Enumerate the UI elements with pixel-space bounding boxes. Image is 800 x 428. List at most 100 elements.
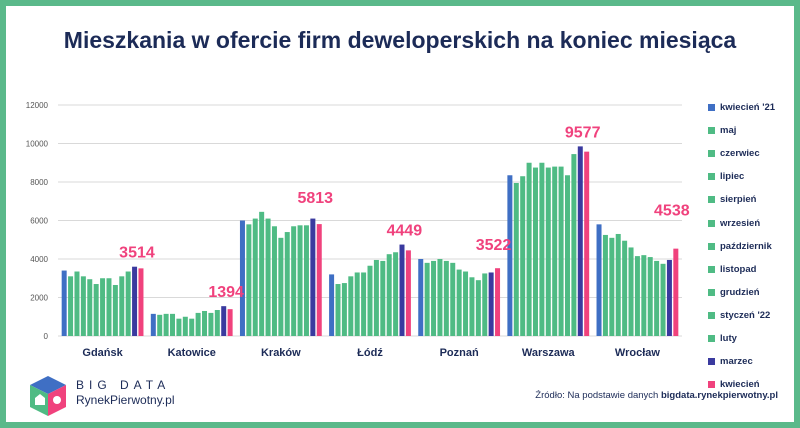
legend-item: luty bbox=[708, 327, 794, 350]
legend-swatch bbox=[708, 358, 715, 366]
bar bbox=[431, 260, 437, 336]
legend-label: lipiec bbox=[720, 171, 745, 183]
bar bbox=[170, 313, 176, 336]
bar bbox=[157, 314, 163, 336]
bar bbox=[641, 255, 647, 336]
bar bbox=[456, 269, 462, 336]
bar bbox=[284, 232, 290, 336]
legend-item: maj bbox=[708, 119, 794, 142]
y-tick-label: 8000 bbox=[30, 178, 48, 187]
legend-item: lipiec bbox=[708, 165, 794, 188]
legend-label: styczeń '22 bbox=[720, 309, 771, 321]
bar bbox=[488, 272, 494, 336]
y-axis-ticks: 0 2000 4000 6000 8000 10000 12000 bbox=[26, 101, 49, 341]
x-tick-label: Poznań bbox=[440, 347, 479, 359]
legend-swatch bbox=[708, 150, 715, 158]
bar bbox=[176, 318, 182, 336]
bar bbox=[341, 283, 347, 336]
bar bbox=[291, 226, 297, 336]
bar bbox=[80, 276, 86, 336]
legend-item: kwiecień '21 bbox=[708, 96, 794, 119]
bar bbox=[87, 279, 93, 336]
bar bbox=[596, 224, 602, 336]
legend-item: wrzesień bbox=[708, 211, 794, 234]
y-tick-label: 4000 bbox=[30, 255, 48, 264]
legend-item: czerwiec bbox=[708, 142, 794, 165]
bar bbox=[208, 312, 214, 336]
bar bbox=[119, 276, 125, 336]
legend-item: listopad bbox=[708, 258, 794, 281]
bar bbox=[399, 244, 405, 336]
legend-item: grudzień bbox=[708, 281, 794, 304]
bar bbox=[424, 262, 430, 336]
bar bbox=[252, 218, 258, 336]
legend-item: kwiecień bbox=[708, 373, 794, 396]
bar bbox=[74, 271, 80, 336]
bar bbox=[393, 252, 399, 336]
bar bbox=[221, 306, 227, 336]
logo-cube-icon bbox=[30, 376, 66, 416]
bar bbox=[609, 237, 615, 336]
bar bbox=[227, 309, 233, 336]
bar bbox=[138, 268, 144, 336]
data-label: 3522 bbox=[476, 237, 512, 254]
bar bbox=[373, 259, 379, 336]
legend-swatch bbox=[708, 104, 715, 112]
legend-label: wrzesień bbox=[720, 217, 761, 229]
y-tick-label: 10000 bbox=[26, 140, 49, 149]
bar bbox=[654, 260, 660, 336]
bar bbox=[163, 313, 169, 336]
bar bbox=[278, 237, 284, 336]
bar bbox=[380, 260, 386, 336]
legend-label: luty bbox=[720, 332, 737, 344]
bar bbox=[571, 154, 577, 336]
legend-item: sierpień bbox=[708, 188, 794, 211]
bar bbox=[335, 284, 341, 336]
bar bbox=[539, 162, 545, 336]
bar bbox=[558, 166, 564, 336]
bar bbox=[132, 266, 138, 336]
bar bbox=[316, 224, 322, 336]
legend-label: maj bbox=[720, 125, 737, 137]
bar bbox=[469, 277, 475, 336]
bar bbox=[61, 270, 67, 336]
data-label: 4538 bbox=[654, 202, 690, 219]
bar bbox=[246, 224, 252, 336]
bar bbox=[239, 220, 245, 336]
y-tick-label: 6000 bbox=[30, 217, 48, 226]
bar bbox=[361, 272, 367, 336]
legend-swatch bbox=[708, 196, 715, 204]
bar bbox=[513, 182, 519, 336]
logo-title: BIG DATA bbox=[76, 378, 171, 392]
x-axis-ticks: Gdańsk Katowice Kraków Łódź Poznań Warszawa Wr… bbox=[82, 347, 660, 359]
legend-swatch bbox=[708, 334, 715, 342]
bar bbox=[507, 175, 513, 336]
bar bbox=[475, 280, 481, 336]
legend-label: październik bbox=[720, 240, 772, 252]
legend-item: marzec bbox=[708, 350, 794, 373]
bar bbox=[584, 151, 590, 336]
brand-logo: BIG DATA RynekPierwotny.pl bbox=[26, 374, 226, 418]
bar bbox=[405, 250, 411, 336]
bar bbox=[520, 176, 526, 336]
bar bbox=[443, 260, 449, 336]
bar bbox=[348, 276, 354, 336]
data-label: 9577 bbox=[565, 124, 601, 141]
bar bbox=[112, 284, 118, 336]
bar bbox=[666, 259, 672, 336]
bar bbox=[189, 318, 195, 336]
bar bbox=[329, 274, 335, 336]
x-tick-label: Łódź bbox=[357, 347, 383, 359]
bar bbox=[450, 262, 456, 336]
chart-title: Mieszkania w ofercie firm deweloperskich… bbox=[63, 27, 737, 53]
legend-swatch bbox=[708, 381, 715, 389]
data-label: 5813 bbox=[297, 190, 333, 207]
legend-swatch bbox=[708, 242, 715, 250]
bar bbox=[297, 225, 303, 336]
legend-swatch bbox=[708, 173, 715, 181]
legend-swatch bbox=[708, 288, 715, 296]
bar bbox=[463, 271, 469, 336]
bar bbox=[303, 225, 309, 336]
